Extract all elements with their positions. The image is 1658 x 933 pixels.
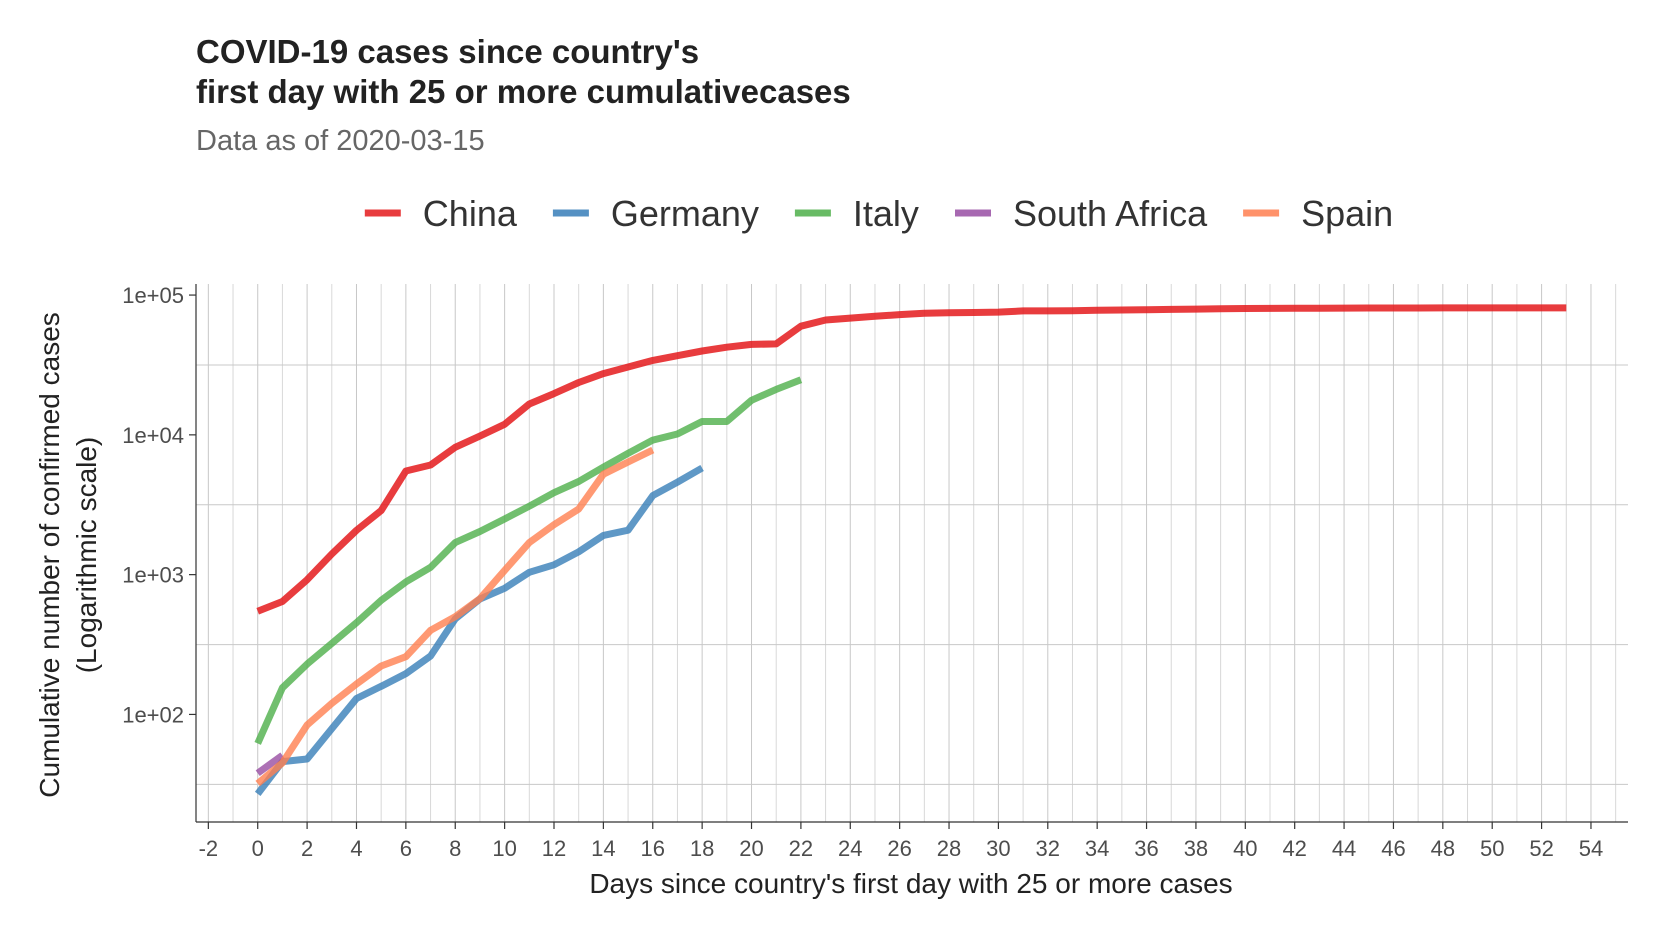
x-tick-label: 50: [1480, 836, 1504, 861]
x-tick-label: 18: [690, 836, 714, 861]
legend-label: Italy: [853, 193, 919, 234]
x-tick-label: 46: [1381, 836, 1405, 861]
y-tick-label: 1e+02: [122, 702, 184, 727]
x-tick-label: 32: [1036, 836, 1060, 861]
x-tick-label: 12: [542, 836, 566, 861]
series-line-south-africa: [255, 752, 285, 777]
x-tick-label: 40: [1233, 836, 1257, 861]
x-tick-label: 54: [1579, 836, 1603, 861]
x-tick-label: 36: [1134, 836, 1158, 861]
series-line-spain: [255, 446, 655, 787]
grid: [196, 284, 1628, 822]
legend-label: China: [423, 193, 518, 234]
legend: China Germany Italy South Africa Spain: [364, 193, 1393, 234]
x-tick-label: 10: [492, 836, 516, 861]
legend-item-italy: Italy: [794, 193, 919, 234]
legend-label: Spain: [1301, 193, 1393, 234]
legend-item-south-africa: South Africa: [955, 193, 1208, 234]
legend-label: Germany: [611, 193, 759, 234]
chart-title-line-1: COVID-19 cases since country's: [196, 33, 699, 70]
x-tick-label: 16: [641, 836, 665, 861]
x-tick-label: 0: [252, 836, 264, 861]
chart-title-line-2: first day with 25 or more cumulativecase…: [196, 73, 851, 110]
x-tick-label: 30: [986, 836, 1010, 861]
chart-subtitle: Data as of 2020-03-15: [196, 125, 485, 157]
series-lines: [254, 304, 1567, 797]
y-axis-title-line-1: Cumulative number of confirmed cases: [34, 312, 65, 798]
legend-item-china: China: [364, 193, 518, 234]
x-tick-label: 6: [400, 836, 412, 861]
x-tick-label: 34: [1085, 836, 1109, 861]
y-tick-label: 1e+04: [122, 423, 184, 448]
x-tick-label: 20: [739, 836, 763, 861]
x-axis-title: Days since country's first day with 25 o…: [589, 868, 1232, 899]
x-tick-label: -2: [199, 836, 219, 861]
legend-item-germany: Germany: [552, 193, 759, 234]
y-tick-label: 1e+03: [122, 563, 184, 588]
x-axis-ticks: -2 0 2 4 6 8 10 12 14 16 18 20 22 24 26 28 30 32 34 36 38 40 4…: [199, 822, 1603, 861]
x-tick-label: 26: [887, 836, 911, 861]
x-tick-label: 28: [937, 836, 961, 861]
y-axis-title-line-2: (Logarithmic scale): [71, 437, 102, 674]
x-tick-label: 14: [591, 836, 615, 861]
series-line-italy: [254, 376, 803, 745]
y-axis-ticks: 1e+02 1e+03 1e+04 1e+05: [122, 283, 196, 727]
axes: [195, 284, 1628, 823]
x-tick-label: 38: [1184, 836, 1208, 861]
series-line-china: [256, 304, 1567, 615]
legend-label: South Africa: [1013, 193, 1208, 234]
legend-item-spain: Spain: [1243, 193, 1393, 234]
x-tick-label: 22: [789, 836, 813, 861]
x-tick-label: 44: [1332, 836, 1356, 861]
x-tick-label: 48: [1431, 836, 1455, 861]
x-tick-label: 8: [449, 836, 461, 861]
y-tick-label: 1e+05: [122, 283, 184, 308]
x-tick-label: 52: [1529, 836, 1553, 861]
x-tick-label: 42: [1282, 836, 1306, 861]
x-tick-label: 4: [350, 836, 362, 861]
x-tick-label: 24: [838, 836, 862, 861]
x-tick-label: 2: [301, 836, 313, 861]
